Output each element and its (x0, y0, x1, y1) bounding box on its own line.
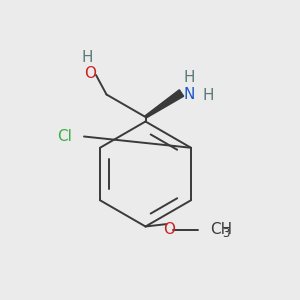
Text: O: O (84, 66, 96, 81)
Text: H: H (183, 70, 195, 86)
Text: H: H (202, 88, 214, 104)
Text: Cl: Cl (57, 129, 72, 144)
Text: O: O (164, 222, 175, 237)
Text: CH: CH (210, 222, 232, 237)
Polygon shape (145, 90, 184, 118)
Text: H: H (81, 50, 93, 64)
Text: 3: 3 (223, 226, 230, 240)
Text: N: N (183, 87, 195, 102)
